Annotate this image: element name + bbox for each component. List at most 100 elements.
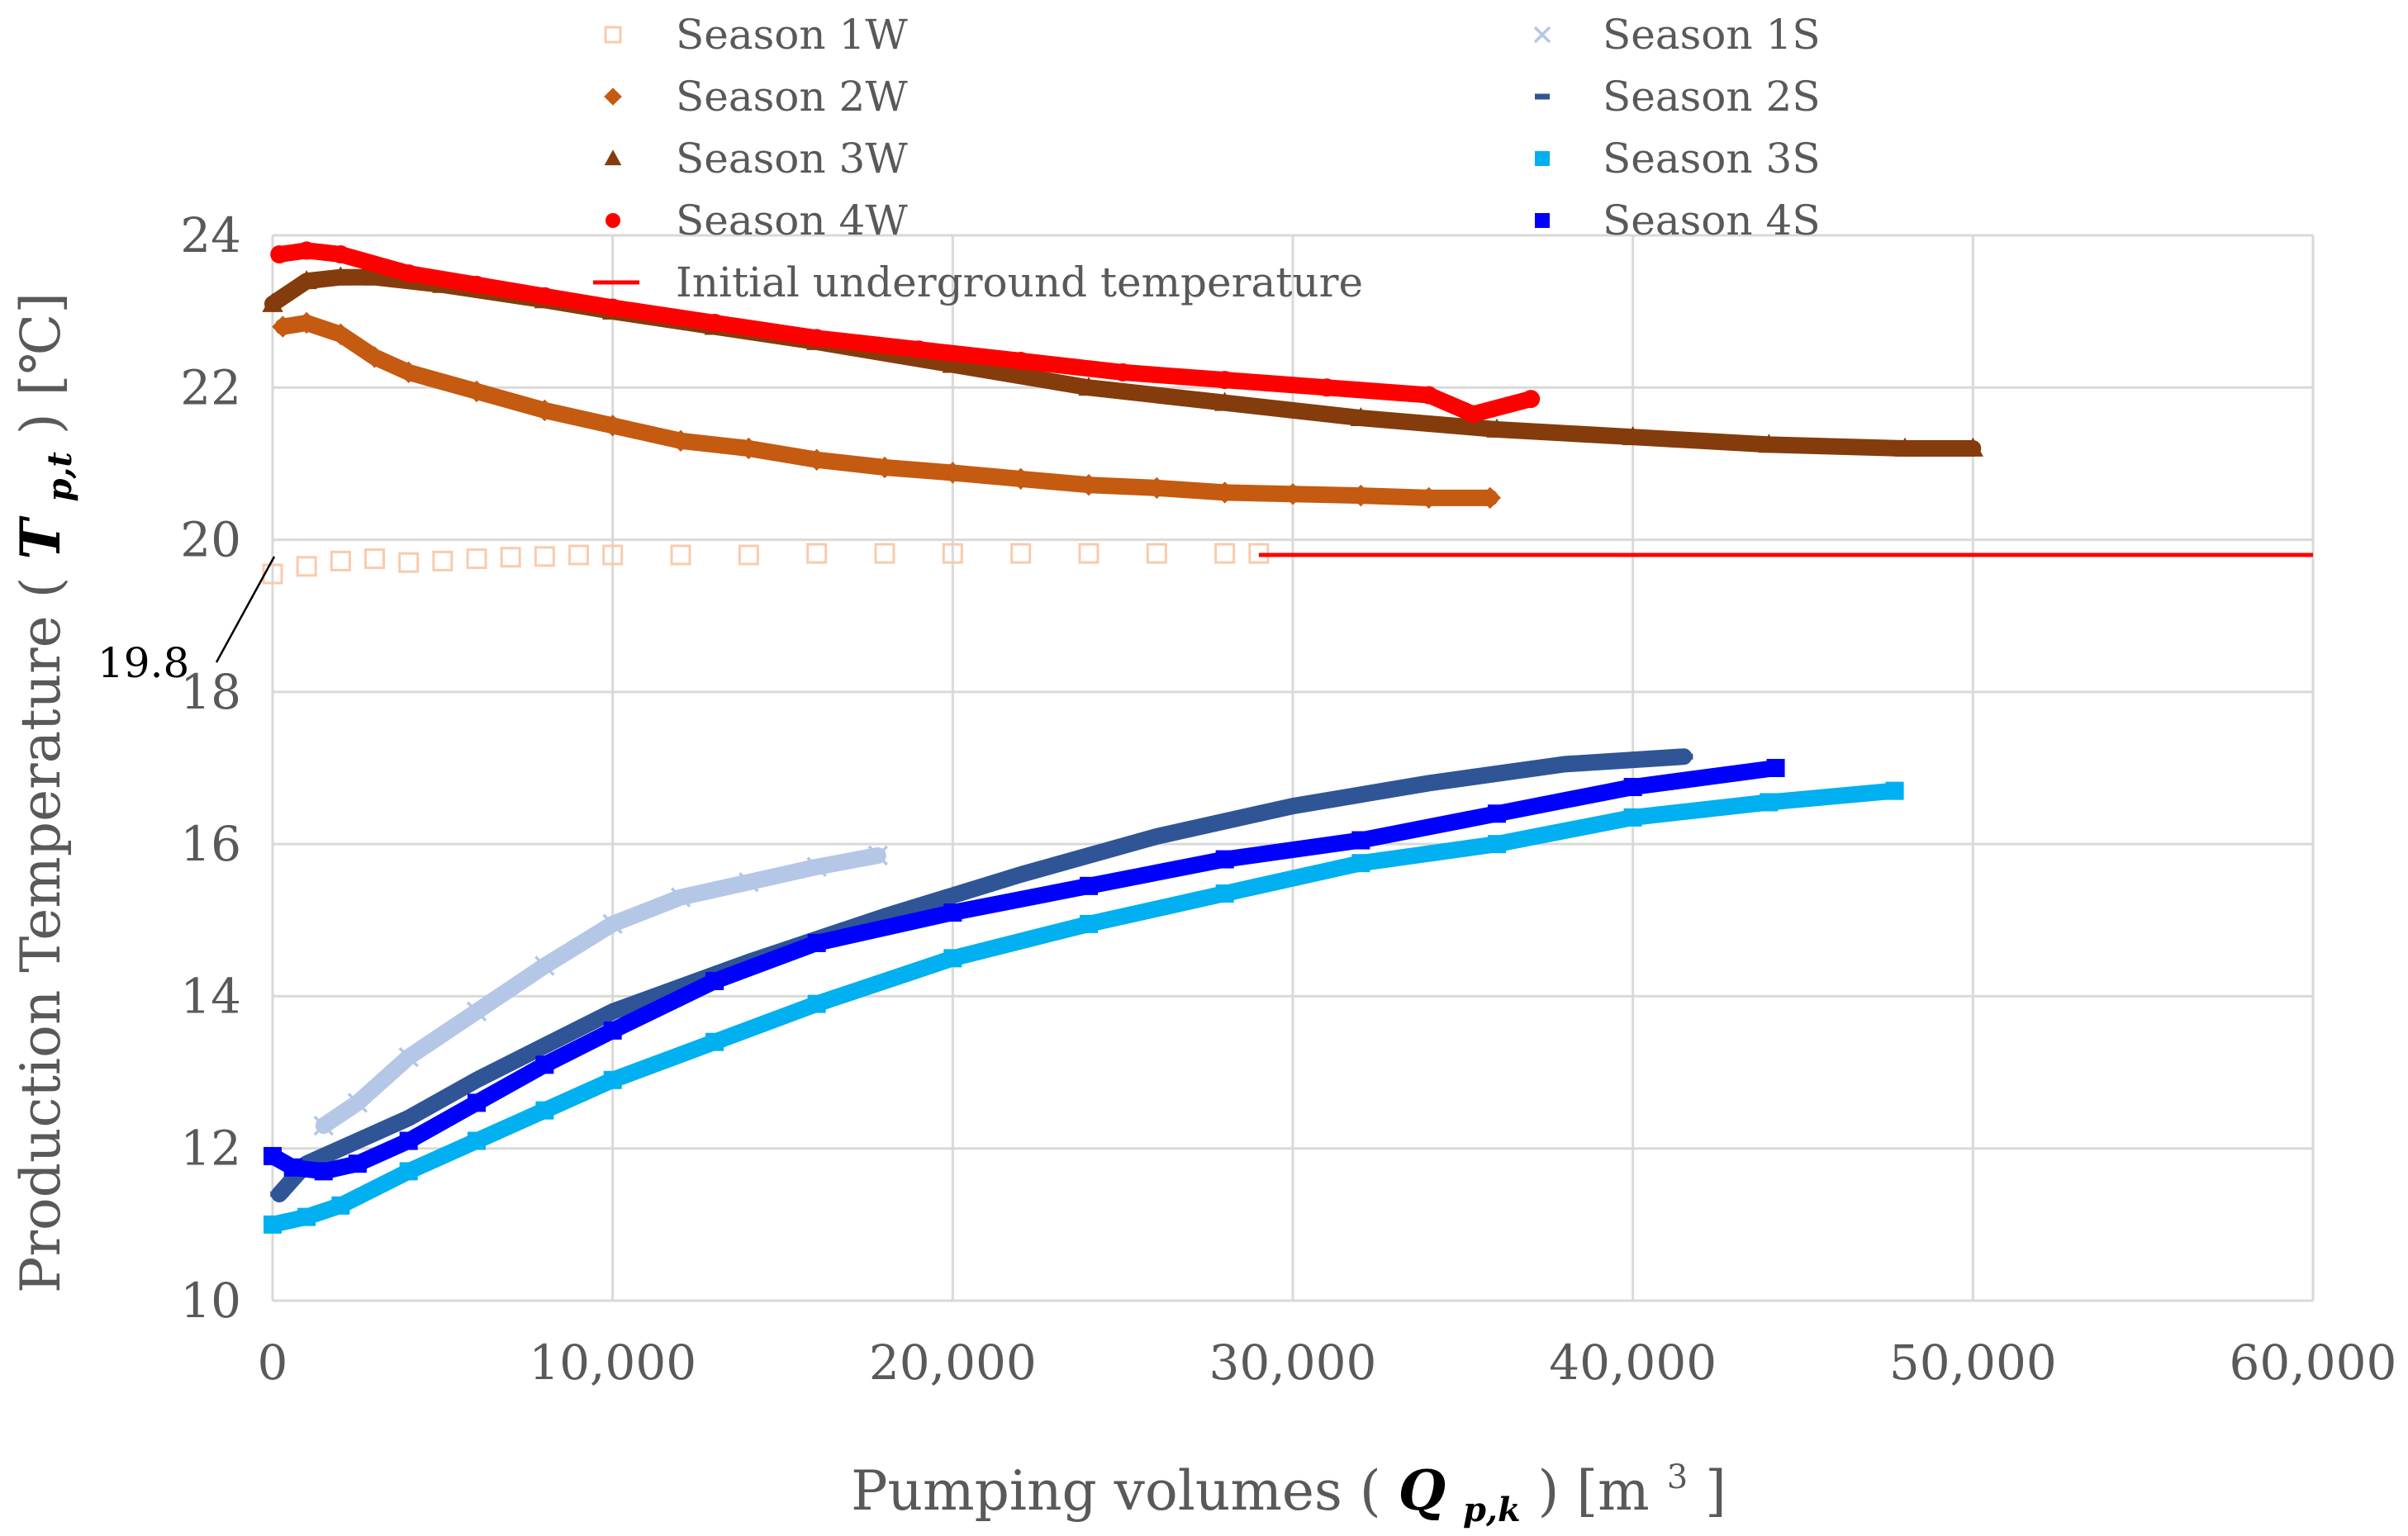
series-season-4w-point-4 (468, 275, 486, 294)
series-season-2s-point-5 (535, 1042, 554, 1049)
series-season-1w-point-8 (534, 546, 555, 567)
series-season-1s-point-4-stroke-b (534, 955, 555, 976)
legend-item-season-4w: Season 4W (606, 197, 908, 244)
annotation-label: 19.8 (97, 639, 189, 687)
series-season-4w-point-15 (1464, 405, 1483, 424)
series-season-1s-point-2 (398, 1046, 419, 1068)
series-season-3s-point-12 (1351, 854, 1370, 873)
series-season-4s-point-10 (943, 903, 962, 922)
series-season-1s-point-9-stroke-b (867, 845, 889, 866)
series-season-3w-point-13 (1486, 418, 1508, 438)
series-season-4s-point-8 (705, 972, 724, 990)
legend-marker-season-1s-stroke-b (1533, 26, 1551, 44)
series-season-2w-point-18 (1350, 484, 1372, 507)
y-axis-subscript: p,t (40, 452, 79, 502)
series-season-3w-point-16 (1894, 437, 1916, 457)
series-season-1s-trace (315, 847, 886, 1135)
legend: Season 1W Season 2W Season 3W Season 4W Seas… (593, 11, 1821, 306)
x-axis-title-close-paren: ) (1538, 1459, 1577, 1523)
series-season-1w-point-14 (874, 543, 895, 564)
series-season-2w (272, 311, 1501, 510)
series-season-1w-point-16 (1010, 543, 1032, 564)
series-season-4w-point-10 (1011, 352, 1030, 371)
series-season-4w-point-16 (1522, 390, 1541, 409)
series-season-2s-point-13 (1555, 761, 1574, 767)
legend-label-season-4w: Season 4W (676, 197, 908, 244)
series-season-3w-point-17 (1962, 437, 1983, 457)
series-season-1s-point-2-stroke-b (398, 1046, 419, 1068)
x-axis-title: Pumping volumes ( Q p,k ) [m 3 ] (851, 1438, 1726, 1534)
series-season-2s-point-2 (331, 1145, 350, 1152)
legend-marker-season-3s (1535, 151, 1550, 166)
legend-label-season-1w: Season 1W (676, 11, 908, 59)
legend-marker-season-2s (1535, 93, 1550, 100)
series-season-4w-point-7 (705, 313, 724, 332)
series-season-2w-point-8 (669, 429, 692, 452)
x-axis-unit-sup: 3 (1667, 1458, 1688, 1496)
axes: 10 12 14 16 18 20 22 24 0 10,000 20,000 30,000 40,00… (180, 207, 2396, 1391)
x-tick-label-0: 0 (258, 1335, 288, 1391)
y-tick-label-24: 24 (180, 207, 241, 263)
series-season-1w-point-15 (942, 543, 963, 564)
series-season-1w-point-5 (432, 550, 454, 571)
series-season-1s-point-6-stroke-b (670, 887, 691, 908)
legend-marker-season-1w (604, 26, 622, 44)
series-season-2w-point-3 (363, 346, 386, 368)
legend-item-initial-underground-temperature: Initial underground temperature (593, 258, 1363, 306)
x-tick-label-20000: 20,000 (869, 1335, 1037, 1391)
series-season-4s-point-7 (603, 1021, 622, 1040)
series-season-3s (264, 781, 1904, 1234)
legend-item-season-1s: Season 1S (1533, 11, 1821, 59)
series-season-3s-point-8 (807, 994, 826, 1013)
series-season-3s-point-3 (399, 1162, 418, 1181)
legend-label-season-3w: Season 3W (676, 135, 908, 183)
series-season-2s-point-14 (1674, 753, 1693, 760)
series-season-1s-point-1-stroke-b (347, 1093, 368, 1113)
series-season-1w-point-19 (1214, 543, 1236, 564)
series-season-2w-point-2 (330, 323, 352, 345)
series-season-2w-point-11 (873, 456, 896, 479)
series-season-1s-point-3 (466, 1001, 487, 1022)
x-tick-label-50000: 50,000 (1889, 1335, 2057, 1391)
series-season-1s-point-0 (313, 1115, 334, 1136)
series-season-1w-point-6 (466, 548, 487, 570)
x-axis-subscript: p,k (1463, 1491, 1521, 1529)
y-tick-label-20: 20 (180, 512, 241, 568)
series-season-4w-point-2 (331, 245, 350, 264)
series-season-2s-point-3 (399, 1115, 418, 1121)
series-season-4s-point-2 (314, 1162, 333, 1181)
y-tick-label-16: 16 (180, 816, 241, 872)
series-season-3s-point-1 (297, 1207, 316, 1226)
series-season-2w-point-10 (805, 448, 828, 472)
y-tick-label-22: 22 (180, 359, 241, 415)
series-season-1s-point-7-stroke-b (739, 871, 759, 893)
x-axis-title-text: Pumping volumes (851, 1459, 1342, 1523)
series-season-3w-point-2 (330, 266, 351, 286)
series-season-2w-point-12 (942, 462, 964, 484)
series-season-3s-point-2 (331, 1196, 350, 1215)
y-axis-title: Production Temperature ( T p,t ) [℃] (8, 292, 84, 1293)
series-season-3s-point-13 (1488, 835, 1506, 854)
x-tick-label-10000: 10,000 (529, 1335, 696, 1391)
series-season-3w-point-0 (262, 292, 283, 312)
series-season-3s-point-10 (1080, 914, 1098, 933)
x-axis-unit-close: ] (1705, 1459, 1726, 1523)
series-layer (262, 241, 2313, 1234)
series-season-4s-point-15 (1623, 778, 1642, 797)
series-season-2s-point-0 (270, 1191, 289, 1197)
series-season-3s-point-11 (1215, 884, 1234, 903)
series-season-4s-point-4 (399, 1131, 418, 1150)
series-season-1s-point-8-stroke-b (806, 856, 827, 878)
series-season-4w-point-13 (1318, 378, 1337, 397)
legend-label-season-3s: Season 3S (1603, 135, 1821, 183)
legend-item-season-4s: Season 4S (1535, 197, 1821, 244)
x-axis-unit: [m (1576, 1459, 1649, 1523)
legend-marker-season-2w (604, 88, 622, 106)
series-season-3s-point-5 (535, 1101, 554, 1120)
series-season-3s-point-15 (1760, 793, 1779, 812)
series-season-2w-point-4 (397, 361, 420, 384)
legend-item-season-2w: Season 2W (604, 73, 908, 121)
series-season-3s-point-4 (468, 1131, 486, 1150)
series-season-1w-point-10 (602, 544, 624, 566)
